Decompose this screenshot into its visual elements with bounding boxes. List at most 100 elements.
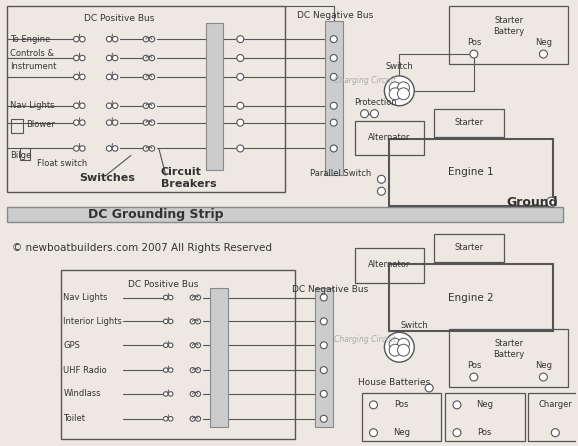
- Circle shape: [190, 368, 195, 372]
- Circle shape: [149, 37, 155, 42]
- Text: GPS: GPS: [64, 341, 80, 350]
- Circle shape: [398, 88, 409, 100]
- Circle shape: [80, 146, 85, 151]
- Circle shape: [425, 384, 433, 392]
- Circle shape: [168, 368, 173, 372]
- Circle shape: [168, 392, 173, 396]
- Text: Parallel Switch: Parallel Switch: [310, 169, 371, 178]
- Circle shape: [320, 318, 327, 325]
- Bar: [390, 264, 553, 331]
- Bar: [434, 234, 503, 262]
- Circle shape: [149, 74, 155, 80]
- Text: Instrument: Instrument: [10, 62, 56, 71]
- Circle shape: [190, 295, 195, 300]
- Bar: [354, 248, 424, 283]
- Circle shape: [106, 55, 112, 61]
- Circle shape: [190, 392, 195, 396]
- Circle shape: [164, 392, 168, 396]
- Text: Starter: Starter: [454, 118, 483, 127]
- Circle shape: [73, 55, 79, 61]
- Circle shape: [320, 294, 327, 301]
- Text: Pos: Pos: [477, 428, 492, 437]
- Bar: [61, 270, 295, 439]
- Text: Switch: Switch: [401, 321, 428, 330]
- Circle shape: [330, 102, 337, 109]
- Circle shape: [389, 344, 401, 356]
- Circle shape: [237, 119, 244, 126]
- Circle shape: [143, 37, 149, 42]
- Circle shape: [453, 401, 461, 409]
- Circle shape: [73, 37, 79, 42]
- Circle shape: [190, 319, 195, 324]
- Text: © newboatbuilders.com 2007 All Rights Reserved: © newboatbuilders.com 2007 All Rights Re…: [12, 243, 272, 253]
- Circle shape: [168, 343, 173, 347]
- Text: DC Negative Bus: DC Negative Bus: [297, 11, 373, 21]
- Text: Ground: Ground: [507, 196, 558, 209]
- Circle shape: [190, 343, 195, 348]
- Text: Pos: Pos: [466, 361, 481, 370]
- Text: Neg: Neg: [476, 401, 493, 409]
- Circle shape: [112, 55, 118, 61]
- Circle shape: [398, 338, 409, 350]
- Text: Starter
Battery: Starter Battery: [493, 339, 524, 359]
- Circle shape: [73, 74, 79, 80]
- Text: Engine 1: Engine 1: [448, 167, 494, 178]
- Circle shape: [320, 390, 327, 397]
- Circle shape: [149, 103, 155, 108]
- Text: Alternator: Alternator: [368, 260, 410, 269]
- Circle shape: [237, 74, 244, 80]
- Circle shape: [149, 146, 155, 151]
- Circle shape: [470, 50, 478, 58]
- Text: DC Positive Bus: DC Positive Bus: [84, 14, 154, 23]
- Text: DC Grounding Strip: DC Grounding Strip: [88, 207, 224, 221]
- Text: Neg: Neg: [393, 428, 410, 437]
- Circle shape: [237, 54, 244, 62]
- Circle shape: [190, 416, 195, 421]
- Circle shape: [320, 342, 327, 349]
- Circle shape: [384, 332, 414, 362]
- Text: Bilge: Bilge: [10, 151, 31, 160]
- Circle shape: [330, 119, 337, 126]
- Text: To Engine: To Engine: [10, 35, 50, 44]
- Circle shape: [361, 110, 369, 118]
- Circle shape: [143, 74, 149, 80]
- Circle shape: [330, 145, 337, 152]
- Bar: [354, 120, 424, 155]
- Circle shape: [143, 146, 149, 151]
- Circle shape: [377, 175, 386, 183]
- Text: Starter
Battery: Starter Battery: [493, 17, 524, 36]
- Text: Charging Circuit: Charging Circuit: [334, 76, 395, 85]
- Bar: [434, 109, 503, 136]
- Circle shape: [470, 373, 478, 381]
- Bar: [445, 393, 524, 441]
- Circle shape: [389, 88, 401, 100]
- Text: Charging Circuit: Charging Circuit: [334, 335, 395, 344]
- Text: Switch: Switch: [386, 62, 413, 71]
- Circle shape: [168, 295, 173, 300]
- Circle shape: [237, 36, 244, 43]
- Circle shape: [143, 55, 149, 61]
- Circle shape: [551, 429, 560, 437]
- Circle shape: [73, 120, 79, 125]
- Circle shape: [195, 368, 201, 372]
- Text: House Batteries: House Batteries: [358, 379, 430, 388]
- Circle shape: [369, 429, 377, 437]
- Bar: [206, 23, 224, 170]
- Bar: [390, 139, 553, 206]
- Text: Alternator: Alternator: [368, 133, 410, 142]
- Circle shape: [143, 103, 149, 108]
- Circle shape: [195, 319, 201, 324]
- Circle shape: [112, 146, 118, 151]
- Text: Float switch: Float switch: [36, 159, 87, 168]
- Circle shape: [384, 76, 414, 106]
- Circle shape: [389, 338, 401, 350]
- Circle shape: [320, 415, 327, 422]
- Bar: [11, 119, 23, 132]
- Circle shape: [546, 197, 556, 207]
- Circle shape: [80, 37, 85, 42]
- Circle shape: [80, 120, 85, 125]
- Text: Switches: Switches: [79, 173, 135, 183]
- Circle shape: [237, 102, 244, 109]
- Circle shape: [149, 55, 155, 61]
- Circle shape: [164, 417, 168, 421]
